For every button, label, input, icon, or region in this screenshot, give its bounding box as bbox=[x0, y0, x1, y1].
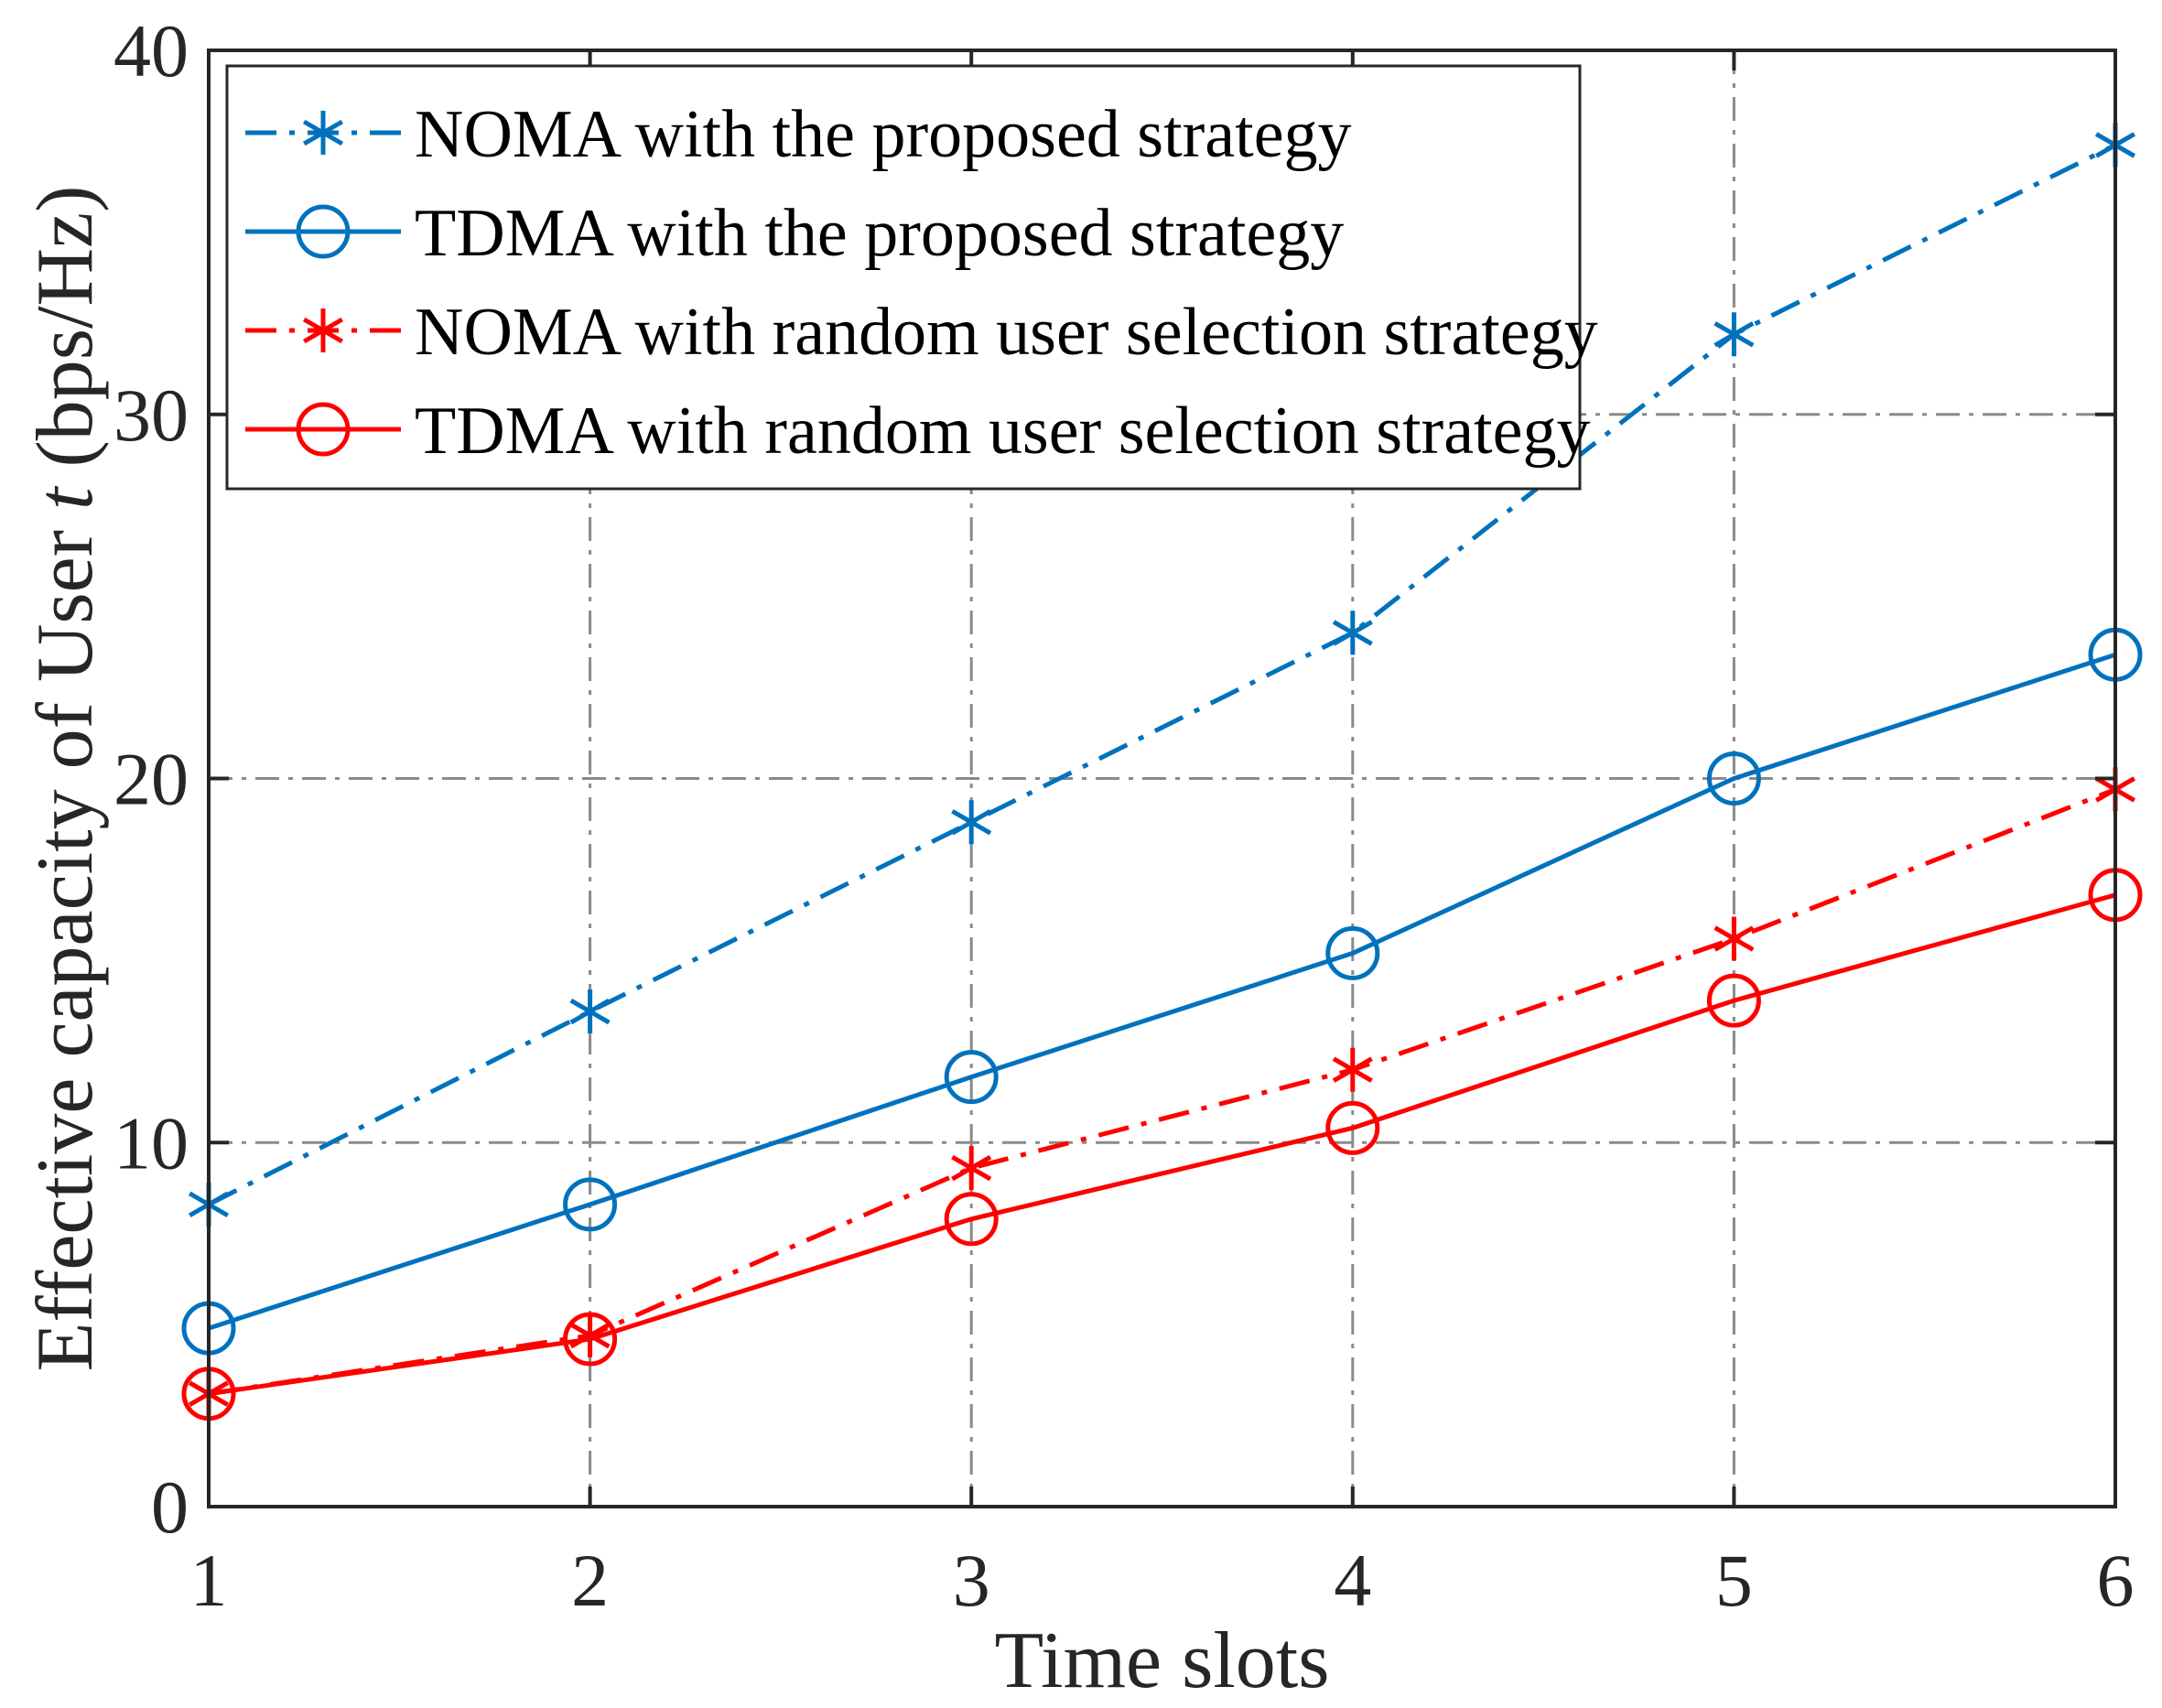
circle-marker bbox=[563, 1177, 618, 1232]
asterisk-marker bbox=[951, 800, 992, 845]
asterisk-stroke bbox=[951, 809, 992, 836]
y-axis-label-prefix: Effective capacity of User bbox=[21, 510, 110, 1371]
legend-marker bbox=[296, 402, 351, 457]
asterisk-marker bbox=[1332, 611, 1373, 655]
circle-marker bbox=[1325, 925, 1380, 980]
legend-box bbox=[225, 64, 1582, 491]
legend-entry-1: NOMA with the proposed strategy bbox=[245, 97, 1352, 172]
legend-marker bbox=[302, 111, 344, 155]
asterisk-stroke bbox=[569, 998, 611, 1025]
legend: NOMA with the proposed strategy TDMA with… bbox=[225, 64, 1598, 491]
asterisk-marker bbox=[569, 989, 611, 1034]
series-2 bbox=[181, 627, 2143, 1356]
series-4 bbox=[181, 868, 2143, 1422]
y-tick-label: 0 bbox=[151, 1465, 189, 1549]
series-line bbox=[208, 652, 2116, 1331]
series-line bbox=[207, 143, 2117, 1207]
circle-marker bbox=[1325, 1100, 1380, 1155]
legend-entry-2: TDMA with the proposed strategy bbox=[245, 196, 1344, 271]
legend-entry-3: NOMA with random user selection strategy bbox=[245, 295, 1598, 370]
x-tick-label: 5 bbox=[1715, 1539, 1753, 1622]
axis-ticks: 1 2 3 4 5 6 0 10 20 30 40 bbox=[114, 9, 2135, 1622]
x-tick-label: 2 bbox=[571, 1539, 609, 1622]
x-tick-label: 1 bbox=[190, 1539, 228, 1622]
y-axis-label-suffix: (bps/Hz) bbox=[21, 186, 110, 488]
y-tick-label: 20 bbox=[114, 738, 189, 821]
series-line bbox=[208, 787, 2116, 1397]
y-axis-label: Effective capacity of User t (bps/Hz) bbox=[21, 186, 110, 1372]
circle-marker bbox=[563, 1312, 618, 1367]
legend-label: TDMA with the proposed strategy bbox=[415, 196, 1344, 271]
legend-label: NOMA with random user selection strategy bbox=[415, 295, 1598, 370]
asterisk-marker bbox=[1332, 1047, 1373, 1092]
y-axis-label-variable: t bbox=[21, 485, 110, 510]
asterisk-stroke bbox=[1713, 321, 1755, 348]
asterisk-stroke bbox=[1713, 925, 1755, 952]
y-tick-label: 40 bbox=[114, 9, 189, 92]
circle-marker bbox=[944, 1050, 999, 1105]
legend-label: NOMA with the proposed strategy bbox=[415, 97, 1352, 172]
circle-marker bbox=[1706, 751, 1761, 805]
asterisk-marker bbox=[1713, 312, 1755, 357]
legend-marker bbox=[296, 204, 351, 259]
asterisk-marker bbox=[951, 1146, 992, 1191]
circle-marker bbox=[1706, 973, 1761, 1028]
x-axis-label: Time slots bbox=[994, 1616, 1329, 1705]
y-tick-label: 30 bbox=[114, 373, 189, 457]
asterisk-marker bbox=[1713, 916, 1755, 961]
circle-marker bbox=[944, 1192, 999, 1247]
asterisk-stroke bbox=[302, 317, 344, 344]
asterisk-stroke bbox=[1332, 1056, 1373, 1083]
y-tick-label: 10 bbox=[114, 1101, 189, 1184]
legend-entry-4: TDMA with random user selection strategy bbox=[245, 394, 1590, 469]
asterisk-stroke bbox=[951, 1154, 992, 1182]
asterisk-stroke bbox=[1332, 620, 1373, 646]
x-tick-label: 6 bbox=[2097, 1539, 2135, 1622]
legend-label: TDMA with random user selection strategy bbox=[415, 394, 1590, 469]
legend-marker bbox=[302, 308, 344, 352]
asterisk-stroke bbox=[302, 119, 344, 146]
x-tick-label: 3 bbox=[953, 1539, 990, 1622]
x-tick-label: 4 bbox=[1334, 1539, 1371, 1622]
series-line bbox=[208, 892, 2116, 1397]
